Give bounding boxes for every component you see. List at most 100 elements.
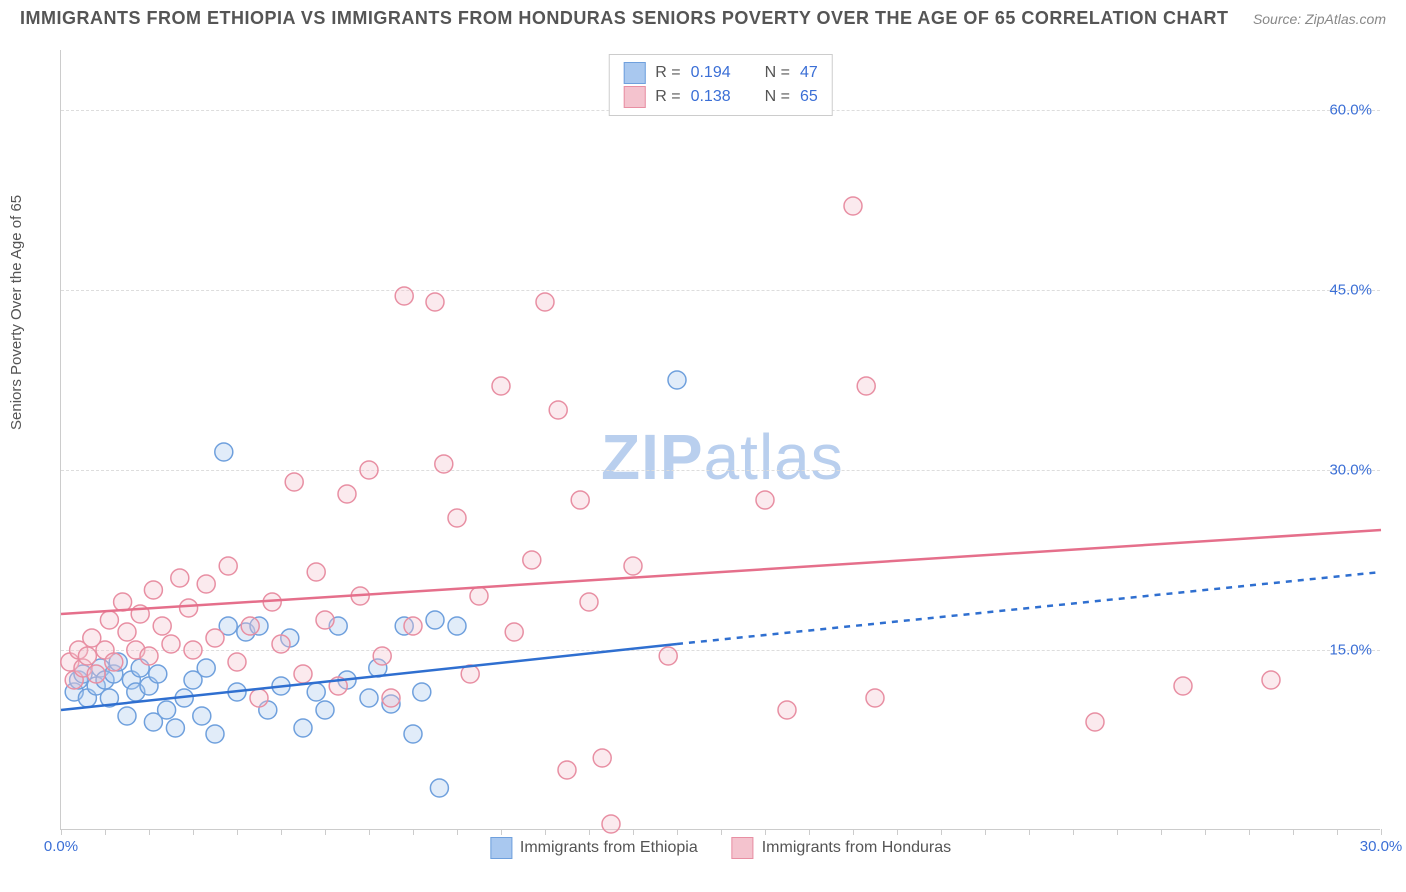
data-point-honduras [285,473,303,491]
data-point-honduras [140,647,158,665]
data-point-ethiopia [668,371,686,389]
x-tick-mark [589,829,590,835]
data-point-ethiopia [404,725,422,743]
data-point-ethiopia [426,611,444,629]
data-point-ethiopia [118,707,136,725]
data-point-honduras [602,815,620,833]
data-point-honduras [580,593,598,611]
x-tick-mark [1381,829,1382,835]
data-point-honduras [470,587,488,605]
data-point-ethiopia [360,689,378,707]
x-tick-mark [721,829,722,835]
data-point-honduras [404,617,422,635]
data-point-honduras [382,689,400,707]
x-tick-mark [413,829,414,835]
data-point-honduras [184,641,202,659]
stats-row-ethiopia: R =0.194N =47 [623,61,818,85]
data-point-ethiopia [166,719,184,737]
data-point-honduras [659,647,677,665]
x-tick-mark [985,829,986,835]
data-point-honduras [241,617,259,635]
legend-label: Immigrants from Ethiopia [520,839,698,857]
x-tick-mark [677,829,678,835]
x-tick-mark [325,829,326,835]
x-tick-mark [765,829,766,835]
data-point-honduras [549,401,567,419]
stats-row-honduras: R =0.138N =65 [623,85,818,109]
data-point-honduras [523,551,541,569]
x-tick-mark [1117,829,1118,835]
x-tick-mark [1161,829,1162,835]
x-tick-mark [457,829,458,835]
data-point-honduras [180,599,198,617]
data-point-honduras [448,509,466,527]
data-point-honduras [505,623,523,641]
data-point-honduras [558,761,576,779]
r-value: 0.194 [691,61,731,85]
swatch-honduras [623,86,645,108]
swatch-ethiopia [490,837,512,859]
data-point-honduras [87,665,105,683]
data-point-honduras [373,647,391,665]
n-label: N = [765,61,790,85]
x-tick-mark [1029,829,1030,835]
y-axis-label: Seniors Poverty Over the Age of 65 [8,195,25,430]
data-point-honduras [228,653,246,671]
source-label: Source: ZipAtlas.com [1253,11,1386,27]
data-point-honduras [778,701,796,719]
x-tick-mark [1249,829,1250,835]
data-point-honduras [316,611,334,629]
data-point-honduras [197,575,215,593]
data-point-honduras [78,647,96,665]
data-point-honduras [360,461,378,479]
n-value: 47 [800,61,818,85]
n-value: 65 [800,85,818,109]
data-point-honduras [756,491,774,509]
data-point-ethiopia [206,725,224,743]
data-point-honduras [250,689,268,707]
data-point-ethiopia [316,701,334,719]
swatch-honduras [732,837,754,859]
data-point-honduras [118,623,136,641]
x-tick-mark [193,829,194,835]
r-value: 0.138 [691,85,731,109]
data-point-honduras [435,455,453,473]
data-point-honduras [857,377,875,395]
x-tick-mark [149,829,150,835]
data-point-ethiopia [413,683,431,701]
data-point-honduras [395,287,413,305]
data-point-ethiopia [448,617,466,635]
data-point-honduras [1174,677,1192,695]
x-tick-mark [809,829,810,835]
x-tick-mark [853,829,854,835]
data-point-honduras [624,557,642,575]
data-point-honduras [338,485,356,503]
scatter-svg [61,50,1380,829]
x-tick-label: 0.0% [44,838,78,855]
trendline-honduras [61,530,1381,614]
legend-label: Immigrants from Honduras [762,839,951,857]
legend-item-ethiopia: Immigrants from Ethiopia [490,837,698,859]
x-tick-mark [941,829,942,835]
x-tick-mark [1073,829,1074,835]
x-tick-mark [237,829,238,835]
data-point-honduras [272,635,290,653]
x-tick-mark [61,829,62,835]
trendline-ethiopia-ext [677,572,1381,644]
n-label: N = [765,85,790,109]
data-point-ethiopia [158,701,176,719]
x-tick-mark [105,829,106,835]
x-tick-mark [281,829,282,835]
data-point-ethiopia [294,719,312,737]
data-point-honduras [571,491,589,509]
x-tick-label: 30.0% [1360,838,1403,855]
data-point-honduras [1262,671,1280,689]
data-point-ethiopia [149,665,167,683]
data-point-honduras [492,377,510,395]
data-point-honduras [206,629,224,647]
data-point-honduras [426,293,444,311]
swatch-ethiopia [623,62,645,84]
legend-item-honduras: Immigrants from Honduras [732,837,951,859]
x-tick-mark [1205,829,1206,835]
plot-area: ZIPatlas 15.0%30.0%45.0%60.0% R =0.194N … [60,50,1380,830]
